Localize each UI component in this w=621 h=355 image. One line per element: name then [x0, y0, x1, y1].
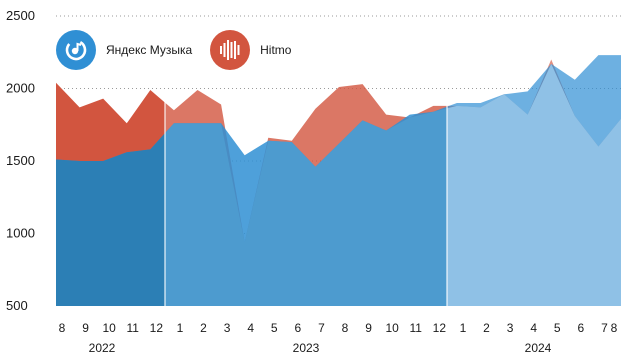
x-tick-label: 4: [247, 321, 254, 335]
overlap-area: [165, 108, 447, 306]
x-tick-label: 3: [224, 321, 231, 335]
x-tick-label: 9: [82, 321, 89, 335]
x-tick-label: 1: [177, 321, 184, 335]
year-segment-2022: [56, 82, 165, 306]
x-tick-label: 8: [59, 321, 66, 335]
overlap-area: [447, 63, 621, 306]
x-tick-label: 5: [554, 321, 561, 335]
x-tick-label: 3: [507, 321, 514, 335]
x-tick-label: 8: [342, 321, 349, 335]
y-tick-label: 1000: [6, 226, 35, 241]
y-tick-label: 2500: [6, 8, 35, 23]
yandex-music-icon: [56, 30, 96, 70]
x-tick-label: 2: [483, 321, 490, 335]
x-tick-label: 6: [577, 321, 584, 335]
x-tick-label: 10: [102, 321, 116, 335]
x-tick-label: 5: [271, 321, 278, 335]
x-tick-label: 2: [200, 321, 207, 335]
year-segment-2023: [165, 84, 447, 306]
y-tick-label: 500: [6, 298, 28, 313]
overlap-area: [56, 133, 165, 306]
legend-label-yandex: Яндекс Музыка: [106, 43, 193, 57]
x-tick-label: 11: [410, 321, 423, 335]
x-tick-label: 7: [318, 321, 325, 335]
x-tick-label: 12: [433, 321, 447, 335]
year-label: 2022: [89, 341, 116, 355]
hitmo-icon: [210, 30, 251, 70]
x-tick-label: 4: [530, 321, 537, 335]
legend-item-hitmo: Hitmo: [210, 30, 291, 70]
x-tick-label: 1: [460, 321, 467, 335]
x-tick-label: 9: [365, 321, 372, 335]
legend: Яндекс Музыка Hitmo: [56, 30, 309, 70]
x-tick-label: 10: [385, 321, 399, 335]
x-tick-label: 11: [127, 321, 140, 335]
y-tick-label: 1500: [6, 153, 35, 168]
legend-item-yandex: Яндекс Музыка: [56, 30, 192, 70]
x-tick-label: 6: [294, 321, 301, 335]
x-tick-label: 8: [611, 321, 618, 335]
x-tick-label: 12: [150, 321, 164, 335]
year-label: 2023: [293, 341, 320, 355]
legend-label-hitmo: Hitmo: [260, 43, 292, 57]
year-label: 2024: [525, 341, 552, 355]
year-segment-2024: [447, 55, 621, 306]
x-tick-label: 7: [601, 321, 608, 335]
y-tick-label: 2000: [6, 81, 35, 96]
